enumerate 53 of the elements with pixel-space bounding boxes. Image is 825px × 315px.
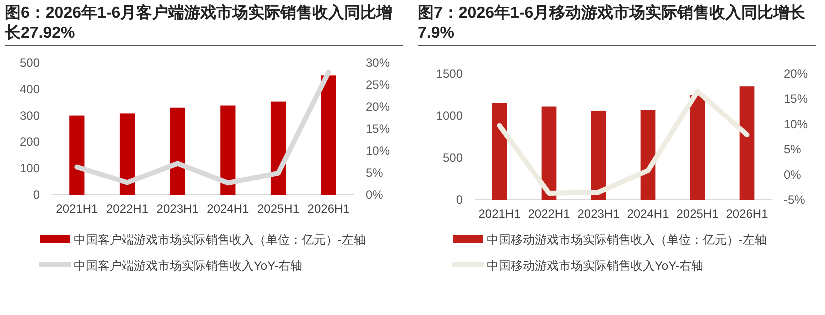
bar [640,110,656,200]
bar [270,102,286,195]
legend-label: 中国客户端游戏市场实际销售收入YoY-右轴 [74,259,302,273]
y2-tick-label: 30% [366,56,390,70]
x-tick-label: 2026H1 [308,202,350,216]
y-tick-label: 200 [20,135,40,150]
x-tick-label: 2022H1 [106,202,149,216]
y2-tick-label: 10% [784,117,808,132]
x-tick-label: 2026H1 [726,207,769,221]
chart-title: 图7：2026年1-6月移动游戏市场实际销售收入同比增长7.9% [418,4,816,46]
y2-tick-label: 0% [366,188,384,202]
x-tick-label: 2021H1 [478,207,522,221]
y-tick-label: 1500 [436,67,464,81]
bar [740,86,755,200]
y2-tick-label: 20% [366,100,390,114]
legend-label: 中国客户端游戏市场实际销售收入（单位：亿元）-左轴 [74,233,366,247]
bar [70,116,85,195]
bar [690,95,706,200]
x-tick-label: 2025H1 [676,207,720,221]
bar [220,106,236,195]
y-tick-label: 100 [20,162,40,176]
y2-tick-label: 15% [366,122,390,136]
y-tick-label: 500 [442,151,464,165]
x-tick-label: 2023H1 [156,202,200,216]
y2-tick-label: 20% [784,67,808,81]
y2-tick-label: 15% [784,92,808,106]
y-tick-label: 400 [20,82,40,96]
legend-label: 中国移动游戏市场实际销售收入（单位：亿元）-左轴 [487,233,767,247]
y-tick-label: 1000 [436,109,464,123]
bar [542,106,557,200]
y2-tick-label: 0% [784,168,802,182]
x-tick-label: 2025H1 [257,202,300,216]
y2-tick-label: 5% [366,166,384,180]
x-tick-label: 2024H1 [627,207,670,221]
y2-tick-label: 5% [784,142,802,157]
chart-title: 图6：2026年1-6月客户端游戏市场实际销售收入同比增长27.92% [5,4,403,46]
bar [120,114,136,195]
bar [591,110,606,200]
y2-tick-label: 25% [366,78,390,92]
bar [492,103,508,200]
bar [321,76,336,195]
x-tick-label: 2022H1 [528,207,571,221]
y2-tick-label: -5% [784,193,806,207]
x-tick-label: 2021H1 [56,202,99,216]
y-tick-label: 500 [20,56,40,70]
legend-label: 中国移动游戏市场实际销售收入YoY-右轴 [487,259,704,273]
x-tick-label: 2024H1 [207,202,250,216]
bar [170,108,186,195]
y-tick-label: 0 [456,193,464,207]
y-tick-label: 300 [20,108,40,123]
y2-tick-label: 10% [366,144,390,158]
x-tick-label: 2023H1 [578,207,620,221]
y-tick-label: 0 [33,188,40,202]
